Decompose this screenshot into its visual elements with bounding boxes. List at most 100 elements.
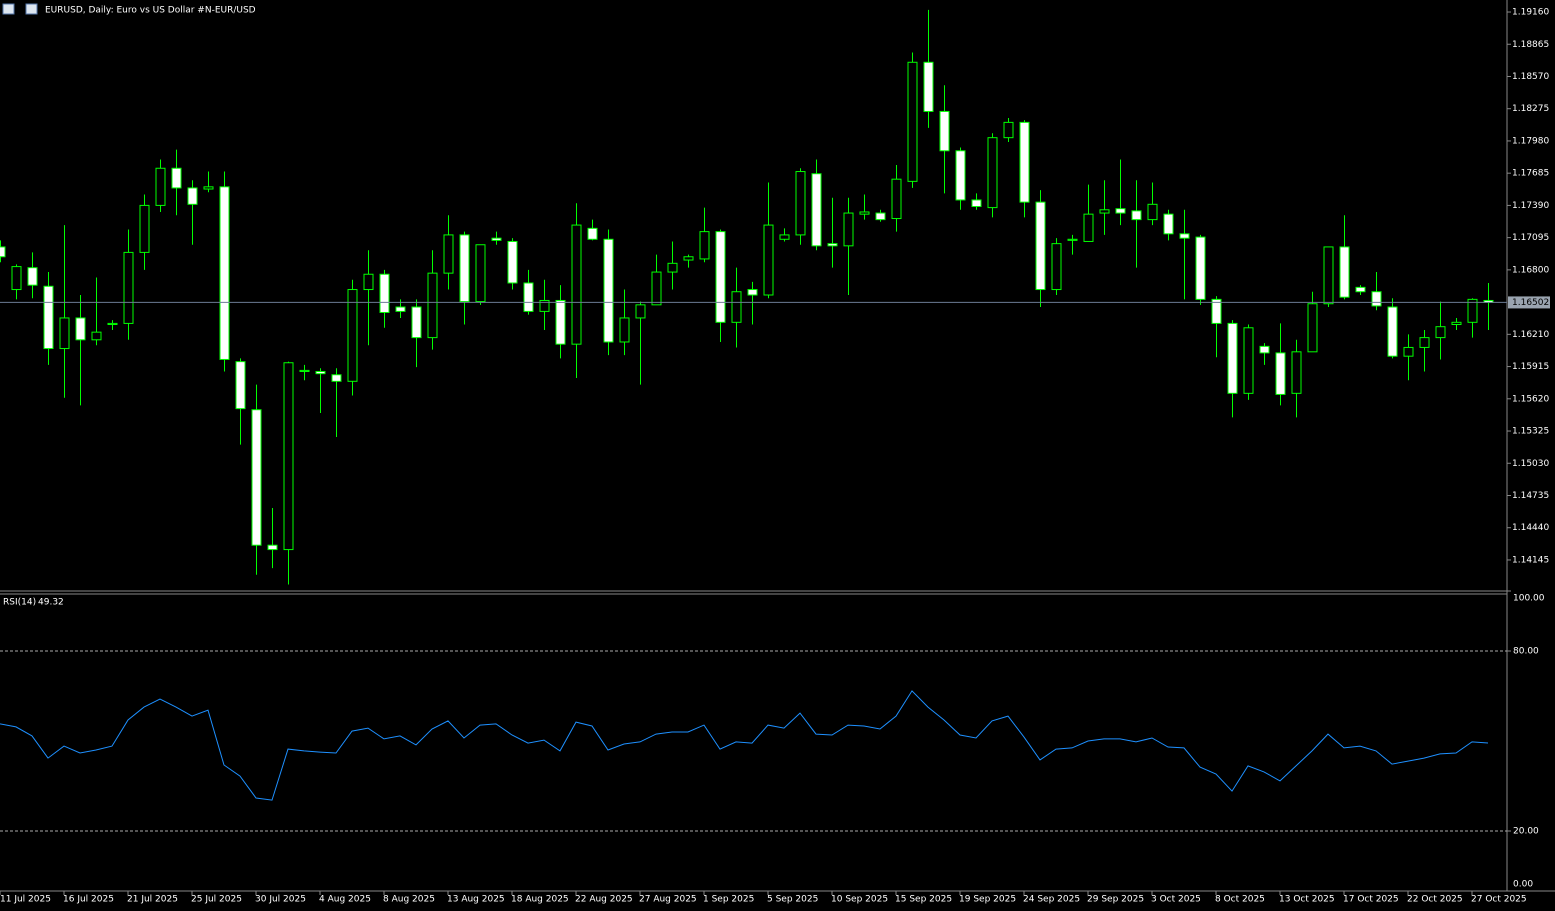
candle-body: [475, 244, 486, 303]
candle-body: [347, 289, 358, 382]
candle-body: [1147, 203, 1158, 221]
y-tick-label: 1.14735: [1512, 491, 1549, 501]
x-tick-label: 1 Sep 2025: [703, 895, 754, 905]
candle-body: [1275, 352, 1286, 395]
candle-body: [1083, 213, 1094, 242]
y-tick-label: 1.15915: [1512, 362, 1549, 372]
candle-body: [331, 374, 342, 382]
candle-body: [1195, 236, 1206, 300]
candle-body: [747, 289, 758, 296]
candle-body: [1387, 306, 1398, 357]
candle-body: [363, 273, 374, 291]
candle-body: [795, 171, 806, 236]
x-tick-label: 22 Aug 2025: [575, 895, 633, 905]
candle-body: [987, 137, 998, 209]
candle-body: [91, 331, 102, 341]
y-tick-label: 1.14440: [1512, 523, 1549, 533]
x-tick-label: 24 Sep 2025: [1023, 895, 1080, 905]
chart-title: EURUSD, Daily: Euro vs US Dollar #N-EUR/…: [45, 6, 256, 16]
x-tick-label: 18 Aug 2025: [511, 895, 569, 905]
y-tick-label: 100.00: [1513, 594, 1545, 604]
candle-body: [1259, 345, 1270, 354]
candle-body: [123, 251, 134, 324]
price-tag: [1508, 296, 1550, 309]
candle-body: [1371, 291, 1382, 307]
y-tick-label: 1.15620: [1512, 394, 1549, 404]
candle-body: [1435, 326, 1446, 339]
candle-body: [219, 186, 230, 360]
x-tick-label: 4 Aug 2025: [319, 895, 371, 905]
y-tick-label: 80.00: [1513, 647, 1539, 657]
y-tick-label: 1.17980: [1512, 136, 1549, 146]
candle-body: [1115, 208, 1126, 214]
candle-body: [203, 186, 214, 190]
x-tick-label: 8 Oct 2025: [1215, 895, 1265, 905]
candle-body: [427, 272, 438, 339]
candle-body: [555, 299, 566, 345]
candle-body: [171, 167, 182, 189]
candle-body: [59, 317, 70, 350]
candle-body: [1051, 243, 1062, 291]
candle-body: [1099, 209, 1110, 214]
x-tick-label: 13 Oct 2025: [1279, 895, 1335, 905]
x-tick-label: 5 Sep 2025: [767, 895, 818, 905]
candle-body: [27, 267, 38, 286]
icon: [2, 3, 15, 15]
candle-body: [939, 110, 950, 152]
x-tick-label: 30 Jul 2025: [255, 895, 306, 905]
y-tick-label: 1.18570: [1512, 72, 1549, 82]
candle-body: [875, 212, 886, 221]
x-tick-label: 3 Oct 2025: [1151, 895, 1201, 905]
x-tick-label: 10 Sep 2025: [831, 895, 888, 905]
candle-body: [379, 273, 390, 313]
candle-body: [763, 224, 774, 296]
candle-body: [907, 61, 918, 182]
candle-body: [731, 291, 742, 323]
candle-body: [587, 227, 598, 240]
candle-body: [859, 211, 870, 215]
candle-body: [523, 282, 534, 312]
candle-body: [635, 304, 646, 319]
y-tick-label: 1.17685: [1512, 169, 1549, 179]
candle-body: [1355, 286, 1366, 293]
candle-body: [155, 167, 166, 206]
candle-body: [603, 238, 614, 343]
candle-body: [251, 409, 262, 546]
candle-body: [395, 306, 406, 312]
candle-body: [1403, 346, 1414, 357]
candle-body: [411, 306, 422, 339]
x-tick-label: 15 Sep 2025: [895, 895, 952, 905]
x-tick-label: 25 Jul 2025: [191, 895, 242, 905]
candle-body: [1323, 246, 1334, 305]
y-tick-label: 20.00: [1513, 827, 1539, 837]
y-tick-label: 1.17390: [1512, 201, 1549, 211]
candle-body: [923, 61, 934, 112]
x-tick-label: 21 Jul 2025: [127, 895, 178, 905]
candle-body: [315, 370, 326, 375]
candle-body: [459, 234, 470, 303]
candle-body: [1003, 121, 1014, 139]
candle-body: [1339, 246, 1350, 298]
candle-body: [1131, 210, 1142, 221]
y-tick-label: 1.15325: [1512, 427, 1549, 437]
candle-body: [811, 173, 822, 247]
candle-body: [971, 199, 982, 207]
x-tick-label: 11 Jul 2025: [0, 895, 51, 905]
candle-body: [283, 362, 294, 551]
candle-body: [107, 322, 118, 326]
indicator-value: 49.32: [38, 598, 64, 608]
candle-body: [699, 231, 710, 260]
candle-body: [571, 224, 582, 345]
candle-body: [507, 240, 518, 284]
x-tick-label: 27 Oct 2025: [1471, 895, 1527, 905]
candle-body: [683, 256, 694, 261]
y-tick-label: 1.14145: [1512, 555, 1549, 565]
x-tick-label: 16 Jul 2025: [63, 895, 114, 905]
x-tick-label: 19 Sep 2025: [959, 895, 1016, 905]
candle-body: [491, 237, 502, 241]
candle-body: [891, 178, 902, 220]
candle-body: [1179, 233, 1190, 239]
candle-body: [779, 234, 790, 240]
